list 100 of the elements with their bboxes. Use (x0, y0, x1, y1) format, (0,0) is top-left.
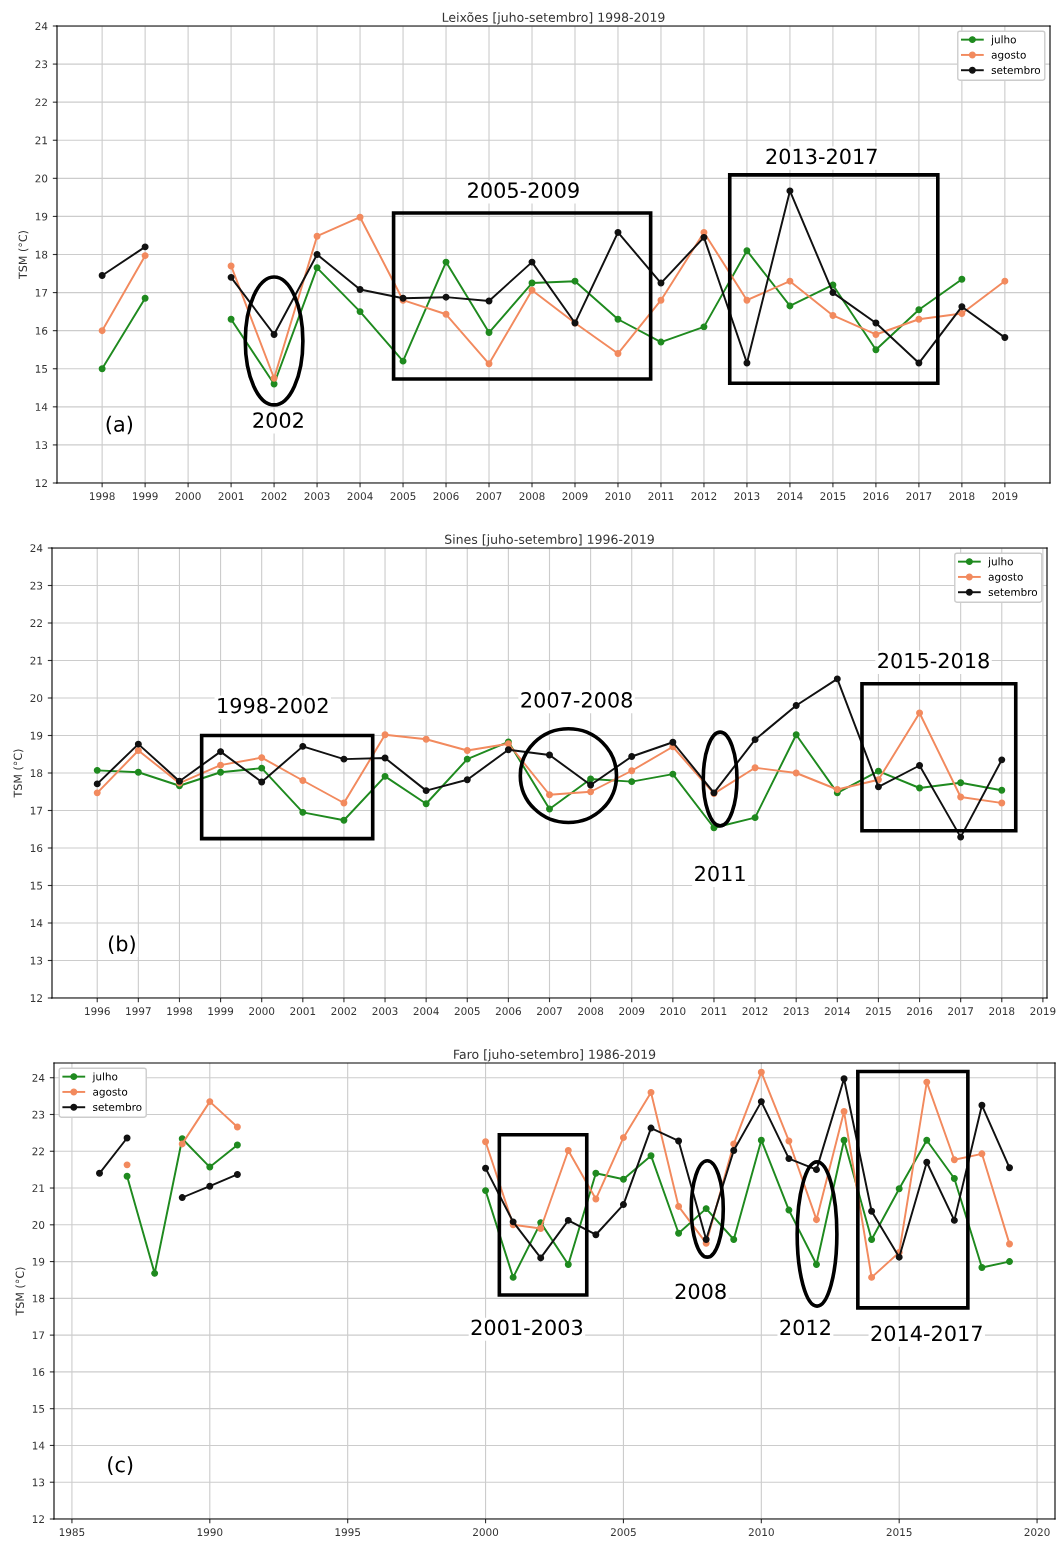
y-tick-label: 23 (35, 60, 48, 69)
y-tick-label: 17 (32, 1331, 45, 1340)
x-tick-label: 2012 (742, 1007, 768, 1016)
x-tick-label: 2019 (1030, 1007, 1056, 1016)
legend-label: setembro (988, 587, 1038, 597)
y-axis-title: TSM (°C) (18, 230, 29, 279)
x-tick-label: 2004 (347, 492, 373, 501)
legend-label: julho (990, 35, 1016, 46)
x-tick-label: 2010 (605, 492, 631, 501)
annotation: 2008 (675, 1283, 726, 1300)
x-tick-label: 2005 (454, 1007, 480, 1016)
x-tick-label: 1985 (59, 1528, 85, 1537)
x-tick-label: 2010 (660, 1007, 686, 1016)
y-tick-label: 17 (35, 288, 48, 297)
y-tick-label: 15 (32, 1405, 45, 1413)
annotation: 2012 (780, 1319, 830, 1336)
y-tick-label: 12 (35, 479, 47, 487)
x-tick-label: 2007 (537, 1007, 562, 1016)
y-tick-label: 20 (30, 694, 43, 703)
y-tick-label: 17 (30, 806, 43, 815)
y-tick-label: 19 (30, 731, 43, 740)
x-tick-label: 2002 (261, 492, 287, 501)
legend-label: julho (987, 557, 1013, 568)
y-tick-label: 20 (32, 1221, 45, 1229)
x-tick-label: 2010 (748, 1528, 774, 1537)
annotation: (c) (108, 1456, 133, 1475)
chart-title: Faro [juho-setembro] 1986-2019 (454, 1049, 656, 1062)
legend-label: agosto (93, 1088, 128, 1098)
y-tick-label: 13 (35, 441, 48, 450)
legend-label: setembro (991, 65, 1041, 75)
chart-title: Leixões [juho-setembro] 1998-2019 (442, 12, 665, 25)
x-tick-label: 2015 (820, 492, 846, 501)
y-tick-label: 24 (35, 22, 48, 30)
x-tick-label: 2005 (610, 1528, 636, 1537)
y-tick-label: 12 (32, 1515, 44, 1523)
x-tick-label: 2019 (992, 492, 1018, 501)
x-tick-label: 1995 (335, 1528, 361, 1537)
y-tick-label: 24 (30, 544, 43, 552)
y-tick-label: 21 (30, 656, 43, 665)
x-tick-label: 2003 (372, 1007, 398, 1016)
y-tick-label: 21 (35, 136, 48, 145)
legend-label: setembro (93, 1102, 142, 1112)
annotation: 2002 (253, 412, 303, 429)
x-tick-label: 2014 (824, 1007, 850, 1016)
x-tick-label: 2017 (948, 1007, 974, 1016)
y-axis-title: TSM (°C) (15, 1267, 26, 1316)
y-tick-label: 15 (35, 365, 48, 373)
y-tick-label: 16 (32, 1368, 45, 1377)
x-tick-label: 1998 (167, 1007, 192, 1016)
annotation: 2014-2017 (871, 1325, 982, 1342)
x-tick-label: 2001 (290, 1007, 316, 1016)
x-tick-label: 2013 (734, 492, 760, 501)
y-tick-label: 22 (35, 98, 47, 107)
y-tick-label: 23 (32, 1110, 45, 1119)
x-tick-label: 2009 (562, 492, 588, 501)
x-tick-label: 2017 (906, 492, 932, 501)
x-tick-label: 2006 (433, 492, 459, 501)
y-tick-label: 19 (35, 212, 48, 221)
x-tick-label: 1990 (197, 1528, 223, 1537)
x-tick-label: 2016 (907, 1007, 933, 1016)
annotation: 2015-2018 (878, 652, 989, 669)
x-tick-label: 2007 (476, 492, 502, 501)
x-tick-label: 2005 (390, 492, 416, 501)
y-tick-label: 23 (30, 581, 43, 590)
y-tick-label: 13 (32, 1478, 45, 1487)
x-tick-label: 2018 (949, 492, 975, 501)
y-tick-label: 15 (30, 881, 43, 890)
x-tick-label: 2015 (886, 1528, 912, 1537)
legend-label: julho (92, 1072, 118, 1083)
y-tick-label: 19 (32, 1257, 45, 1266)
y-axis-title: TSM (°C) (13, 749, 24, 798)
x-tick-label: 2003 (304, 492, 330, 501)
y-tick-label: 22 (30, 619, 42, 627)
x-tick-label: 2008 (578, 1007, 604, 1016)
y-tick-label: 24 (32, 1073, 45, 1082)
y-tick-label: 20 (35, 174, 48, 183)
x-tick-label: 1999 (208, 1007, 234, 1016)
annotation: 1998-2002 (218, 697, 328, 714)
y-tick-label: 18 (30, 769, 43, 778)
annotation: 2011 (695, 865, 745, 882)
x-tick-label: 2014 (777, 492, 803, 501)
x-tick-label: 2018 (989, 1007, 1015, 1016)
annotation: (a) (106, 415, 133, 435)
x-tick-label: 1996 (85, 1007, 110, 1016)
x-tick-label: 2001 (218, 492, 244, 501)
y-tick-label: 16 (30, 844, 43, 853)
x-tick-label: 1997 (126, 1007, 151, 1016)
y-tick-label: 14 (32, 1441, 45, 1450)
x-tick-label: 2013 (783, 1007, 809, 1016)
y-tick-label: 13 (30, 956, 43, 965)
x-tick-label: 2020 (1024, 1528, 1050, 1537)
x-tick-label: 2002 (331, 1007, 357, 1016)
x-tick-label: 2004 (413, 1007, 439, 1016)
annotation: (b) (108, 935, 135, 954)
chart-title: Sines [juho-setembro] 1996-2019 (445, 534, 654, 547)
x-tick-label: 2000 (249, 1007, 275, 1016)
x-tick-label: 2011 (648, 492, 674, 501)
x-tick-label: 2016 (863, 492, 889, 501)
x-tick-label: 2012 (691, 492, 717, 501)
y-tick-label: 18 (32, 1294, 45, 1303)
